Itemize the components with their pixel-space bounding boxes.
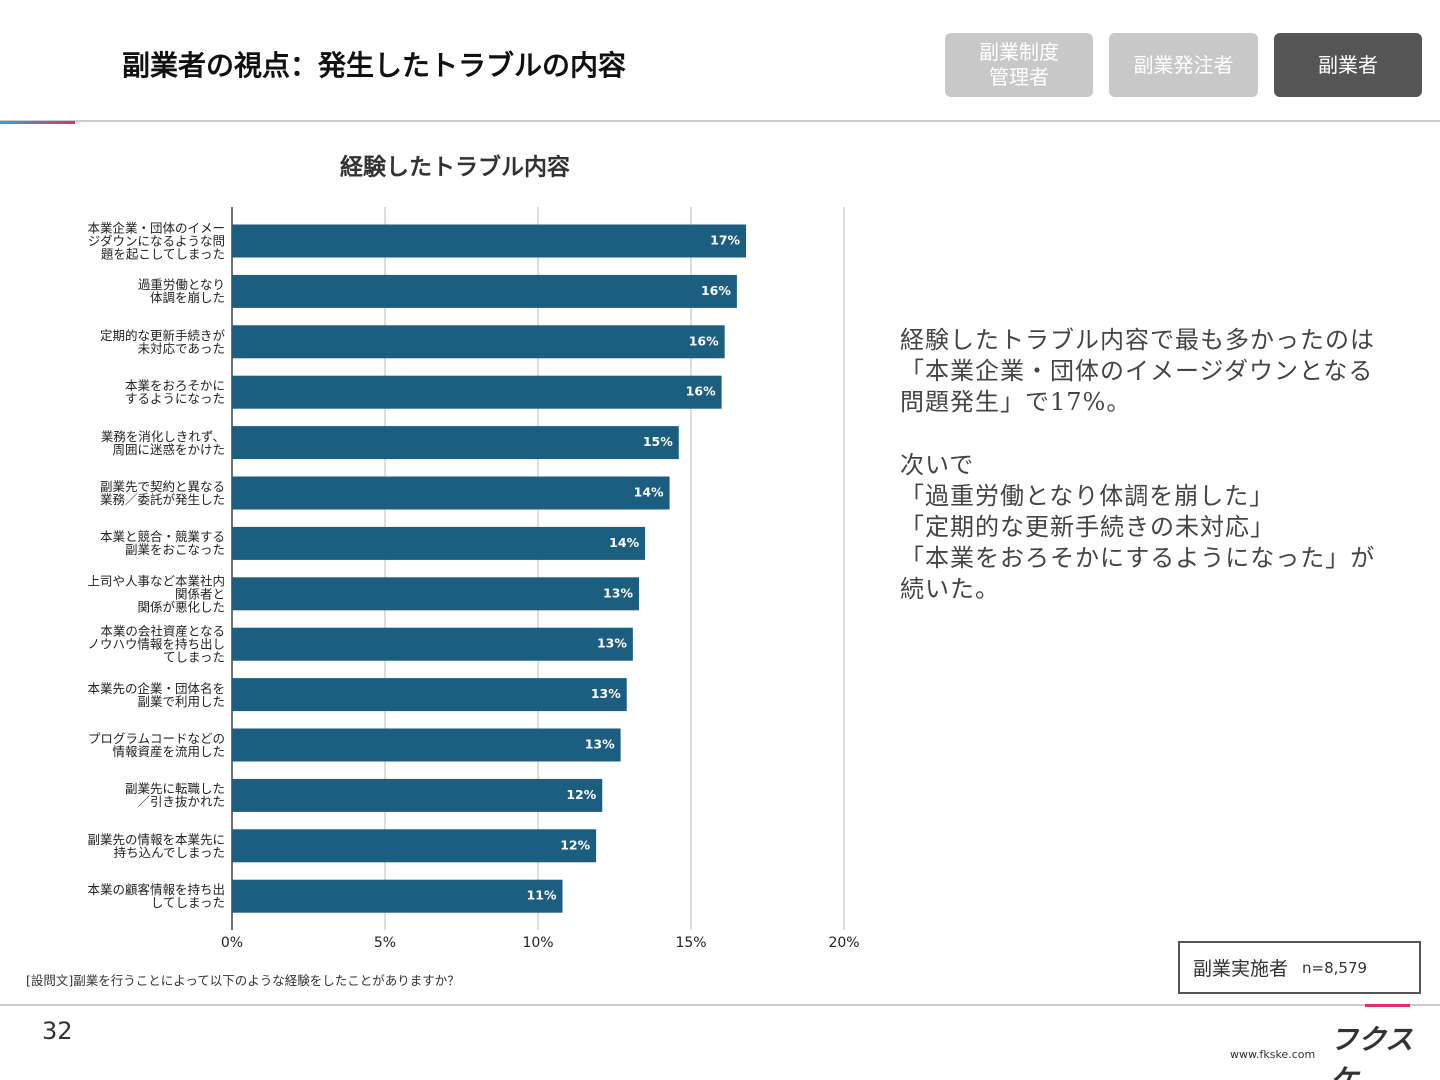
tab[interactable]: 副業発注者 — [1109, 33, 1258, 97]
y-tick-label: 副業先に転職した ／引き抜かれた — [124, 781, 225, 810]
y-tick-label: 副業先で契約と異なる 業務／委託が発生した — [99, 479, 225, 507]
y-tick-label: 本業の顧客情報を持ち出 してしまった — [87, 882, 225, 911]
bar — [232, 829, 597, 863]
x-tick-label: 5% — [374, 935, 396, 951]
logo-url: www.fkske.com — [1230, 1048, 1316, 1061]
value-label: 13% — [591, 686, 621, 701]
commentary: 経験したトラブル内容で最も多かったのは 「本業企業・団体のイメージダウンとなる … — [900, 326, 1375, 416]
x-tick-label: 20% — [828, 935, 859, 951]
y-tick-label: 本業企業・団体のイメー ジダウンになるような問 題を起こしてしまった — [87, 220, 225, 262]
bar — [232, 778, 603, 812]
bar — [232, 224, 747, 258]
accent — [0, 121, 75, 124]
y-tick-label: プログラムコードなどの 情報資産を流用した — [87, 731, 225, 759]
bar — [232, 526, 646, 560]
accent — [1365, 1004, 1410, 1007]
tab[interactable]: 副業者 — [1274, 33, 1422, 97]
bar — [232, 728, 621, 762]
value-label: 15% — [643, 434, 673, 449]
y-tick-label: 上司や人事など本業社内 関係者と 関係が悪化した — [87, 573, 225, 615]
sample-label: 副業実施者 — [1193, 958, 1289, 980]
bar — [232, 577, 639, 611]
y-tick-label: 本業先の企業・団体名を 副業で利用した — [87, 680, 225, 709]
x-tick-label: 0% — [221, 935, 243, 951]
slide-title: 副業者の視点：発生したトラブルの内容 — [122, 49, 627, 82]
bar — [232, 879, 563, 913]
value-label: 12% — [560, 837, 590, 852]
sample-box: 副業実施者 n=8,579 — [1178, 941, 1421, 994]
bar — [232, 678, 627, 712]
y-tick-label: 本業をおろそかに するようになった — [124, 378, 225, 407]
y-tick-label: 定期的な更新手続きが 未対応であった — [99, 327, 225, 356]
x-tick-label: 15% — [675, 935, 706, 951]
value-label: 14% — [634, 485, 664, 500]
bar — [232, 627, 633, 661]
value-label: 11% — [527, 888, 557, 903]
y-tick-label: 業務を消化しきれず、 周囲に迷惑をかけた — [100, 428, 225, 457]
header-rule — [0, 120, 1440, 122]
value-label: 16% — [689, 333, 719, 348]
y-tick-label: 過重労働となり 体調を崩した — [137, 277, 225, 306]
value-label: 13% — [597, 636, 627, 651]
value-label: 12% — [566, 787, 596, 802]
value-label: 17% — [710, 233, 740, 248]
sample-n: n=8,579 — [1302, 958, 1368, 977]
page-number: 32 — [42, 1017, 73, 1045]
footer-rule — [0, 1004, 1440, 1006]
value-label: 16% — [686, 384, 716, 399]
chart-title: 経験したトラブル内容 — [340, 154, 570, 181]
value-label: 13% — [585, 737, 615, 752]
logo: フクスケ — [1330, 1023, 1414, 1080]
x-tick-label: 10% — [522, 935, 553, 951]
y-tick-label: 本業と競合・競業する 副業をおこなった — [99, 529, 225, 558]
tab[interactable]: 副業制度 管理者 — [945, 33, 1093, 97]
bar — [232, 325, 725, 359]
value-label: 16% — [701, 283, 731, 298]
bar — [232, 476, 670, 510]
bar — [232, 426, 679, 460]
commentary: 次いで 「過重労働となり体調を崩した」 「定期的な更新手続きの未対応」 「本業を… — [900, 451, 1376, 603]
y-tick-label: 副業先の情報を本業先に 持ち込んでしまった — [87, 831, 225, 860]
bar — [232, 274, 737, 308]
y-tick-label: 本業の会社資産となる ノウハウ情報を持ち出し てしまった — [87, 623, 225, 665]
value-label: 13% — [603, 585, 633, 600]
question-note: [設問文]副業を行うことによって以下のような経験をしたことがありますか？ — [26, 973, 460, 988]
bar — [232, 375, 722, 409]
value-label: 14% — [609, 535, 639, 550]
